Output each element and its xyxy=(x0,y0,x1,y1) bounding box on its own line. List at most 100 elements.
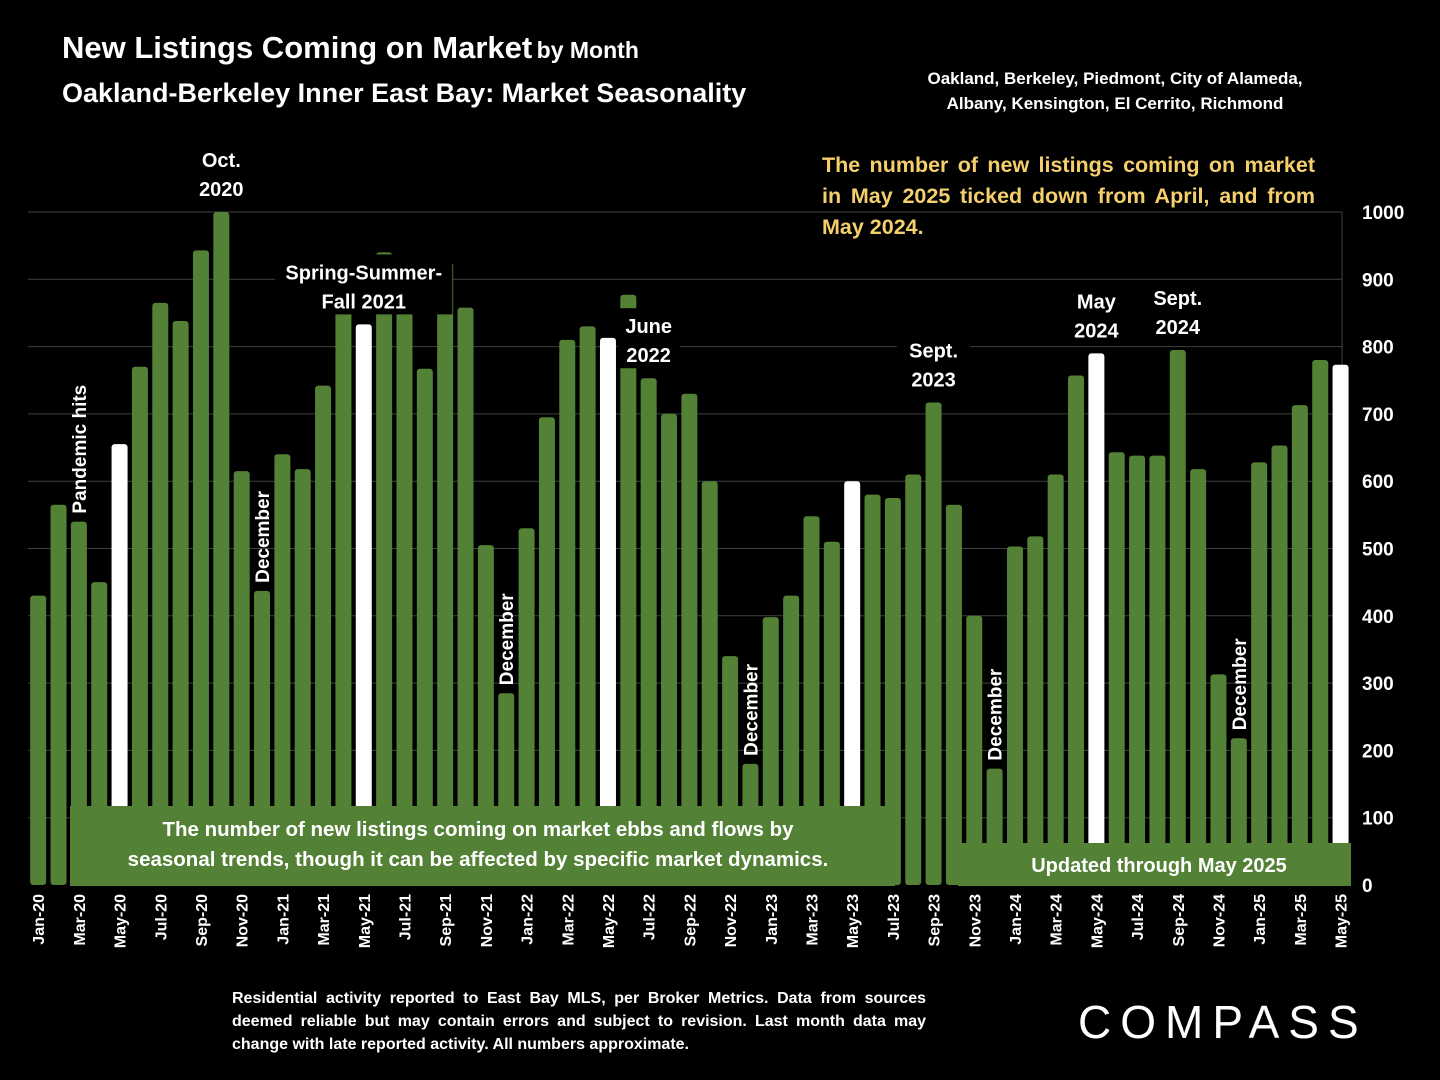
bar-May-21 xyxy=(355,324,372,885)
bar-Jan-22 xyxy=(518,528,535,885)
y-tick-label: 400 xyxy=(1362,607,1394,628)
bar-Apr-21 xyxy=(335,259,352,885)
x-tick-label: May-21 xyxy=(357,894,374,948)
bar-Jan-21 xyxy=(274,454,291,885)
y-tick-label: 1000 xyxy=(1362,203,1404,224)
bar-Jul-22 xyxy=(640,378,657,885)
x-tick-label: Mar-25 xyxy=(1293,894,1310,946)
annotation-label: 2024 xyxy=(1074,320,1119,342)
updated-box: Updated through May 2025 xyxy=(958,843,1351,886)
x-tick-label: Nov-21 xyxy=(479,894,496,947)
bar-May-24 xyxy=(1088,353,1105,886)
annotation-label: 2020 xyxy=(199,179,244,201)
bar-May-20 xyxy=(111,444,128,885)
y-tick-label: 500 xyxy=(1362,540,1394,561)
x-tick-label: Jul-24 xyxy=(1130,894,1147,940)
bar-Feb-22 xyxy=(538,417,555,885)
bar-Mar-20 xyxy=(70,521,87,885)
bar-Oct-20 xyxy=(213,212,230,885)
bar-Nov-24 xyxy=(1210,674,1227,885)
bar-Feb-20 xyxy=(50,504,67,885)
x-tick-label: Jan-23 xyxy=(764,894,781,945)
regions-line-2: Albany, Kensington, El Cerrito, Richmond xyxy=(946,94,1284,113)
bar-Apr-23 xyxy=(823,541,840,885)
x-tick-label: Mar-23 xyxy=(804,894,821,946)
x-tick-label: Jul-20 xyxy=(153,894,170,940)
annotation-label: Spring-Summer- xyxy=(285,262,442,284)
vertical-annotations: Pandemic hits December December December Dec… xyxy=(70,385,1251,761)
x-tick-label: Sep-20 xyxy=(194,894,211,947)
x-tick-label: Jan-24 xyxy=(1008,894,1025,945)
annotation-label: 2024 xyxy=(1156,317,1201,339)
annotation-label: Fall 2021 xyxy=(322,291,407,313)
bar-Sep-24 xyxy=(1169,349,1186,886)
x-tick-label: Jan-21 xyxy=(275,894,292,945)
bar-Mar-25 xyxy=(1291,405,1308,885)
bar-Oct-24 xyxy=(1190,469,1207,885)
annotation-bg xyxy=(617,308,680,369)
bar-Aug-20 xyxy=(172,321,189,885)
x-axis-ticks: Jan-20 Mar-20 May-20 Jul-20 Sep-20 Nov-20 Jan-… xyxy=(31,894,1350,948)
x-tick-label: May-20 xyxy=(113,894,130,948)
bar-Apr-22 xyxy=(579,326,596,885)
vertical-annotation-label: December xyxy=(1230,638,1251,730)
annotation-label: June xyxy=(625,316,672,338)
x-tick-label: May-23 xyxy=(845,894,862,948)
vertical-annotation-label: Pandemic hits xyxy=(70,385,91,514)
bar-Mar-24 xyxy=(1047,474,1064,885)
footnote: Residential activity reported to East Ba… xyxy=(232,990,926,1053)
vertical-annotation-label: December xyxy=(986,668,1007,760)
bar-Sep-22 xyxy=(681,393,698,885)
bar-Nov-23 xyxy=(966,615,983,885)
annotation-bg xyxy=(275,254,453,315)
bar-Sep-21 xyxy=(437,262,454,886)
bar-Jul-24 xyxy=(1129,455,1146,885)
y-axis-ticks: 0 100 200 300 400 500 600 700 800 900 1000 xyxy=(1362,203,1404,897)
x-tick-label: Mar-22 xyxy=(560,894,577,946)
x-tick-label: Sep-22 xyxy=(682,894,699,947)
y-tick-label: 700 xyxy=(1362,405,1394,426)
bar-Jun-24 xyxy=(1108,452,1125,885)
updated-label: Updated through May 2025 xyxy=(1031,855,1287,877)
bar-Jun-21 xyxy=(376,252,393,885)
annotations: Oct. 2020 Spring-Summer- Fall 2021 June 2022 S… xyxy=(190,142,1215,393)
page-subtitle: Oakland-Berkeley Inner East Bay: Market … xyxy=(62,78,747,108)
compass-logo: COMPASS xyxy=(1078,996,1368,1048)
x-tick-label: Jul-21 xyxy=(397,894,414,940)
bar-Jul-23 xyxy=(884,498,901,885)
summary-box: The number of new listings coming on mar… xyxy=(70,806,895,886)
vertical-annotation-label: December xyxy=(253,490,274,582)
bar-Sep-23 xyxy=(925,402,942,885)
bar-Jun-22 xyxy=(620,294,637,885)
x-tick-label: Nov-22 xyxy=(723,894,740,947)
regions-list: Oakland, Berkeley, Piedmont, City of Ala… xyxy=(895,66,1335,116)
y-tick-label: 0 xyxy=(1362,876,1373,897)
annotation-label: 2023 xyxy=(911,369,956,391)
bar-Jul-20 xyxy=(152,302,169,886)
bar-Feb-24 xyxy=(1027,536,1044,885)
bar-Apr-24 xyxy=(1068,375,1085,885)
annotation-bg xyxy=(896,332,971,393)
bar-Feb-21 xyxy=(294,469,311,885)
annotation-label: Sept. xyxy=(1153,288,1202,310)
y-tick-label: 300 xyxy=(1362,674,1394,695)
x-tick-label: May-25 xyxy=(1334,894,1351,948)
bar-Oct-22 xyxy=(701,481,718,885)
y-tick-label: 200 xyxy=(1362,741,1394,762)
x-tick-label: Jan-20 xyxy=(31,894,48,945)
x-tick-label: Nov-23 xyxy=(967,894,984,947)
callout-text: The number of new listings coming on mar… xyxy=(822,153,1315,239)
bar-Jan-24 xyxy=(1006,546,1023,885)
bar-Jun-23 xyxy=(864,494,881,885)
annotation-label: Oct. xyxy=(202,150,241,172)
bar-Aug-22 xyxy=(661,413,678,885)
x-tick-label: Sep-23 xyxy=(927,894,944,947)
x-tick-label: Nov-24 xyxy=(1211,894,1228,947)
x-tick-label: Jul-22 xyxy=(642,894,659,940)
summary-box-bg xyxy=(70,806,895,886)
x-tick-label: May-22 xyxy=(601,894,618,948)
bar-Sep-20 xyxy=(192,250,209,886)
x-tick-label: May-24 xyxy=(1089,894,1106,948)
bar-Oct-23 xyxy=(945,504,962,885)
bar-Jan-25 xyxy=(1251,462,1268,885)
